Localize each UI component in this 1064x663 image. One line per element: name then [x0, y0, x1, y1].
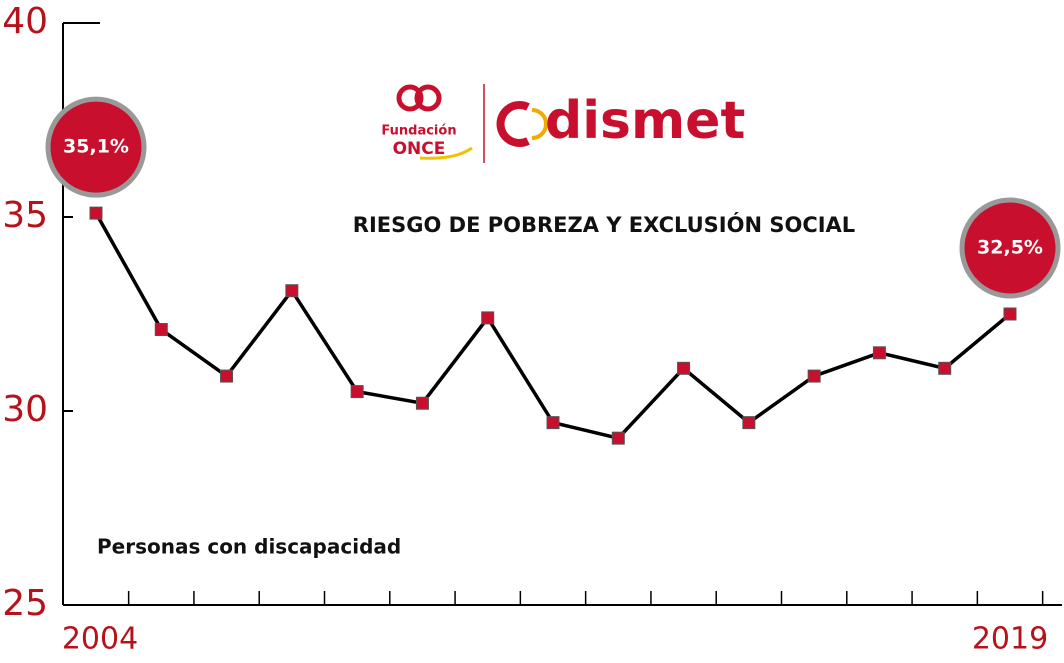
logo-swoosh: [419, 146, 473, 160]
marker: [89, 206, 103, 220]
logo-o-accent: [531, 108, 548, 140]
logo-text: ONCE: [393, 139, 446, 159]
x-tick-label: 2004: [62, 622, 138, 657]
marker: [350, 385, 364, 399]
logo-o: [496, 101, 530, 147]
chart-title: RIESGO DE POBREZA Y EXCLUSIÓN SOCIAL: [353, 212, 855, 237]
marker: [1003, 307, 1017, 321]
logo-ring: [396, 84, 424, 112]
marker: [415, 396, 429, 410]
marker: [872, 346, 886, 360]
marker: [742, 416, 756, 430]
marker: [938, 361, 952, 375]
value-bubble: [45, 96, 147, 198]
marker: [677, 361, 691, 375]
series-label: Personas con discapacidad: [97, 535, 401, 559]
marker: [220, 369, 234, 383]
marker: [481, 311, 495, 325]
marker: [285, 284, 299, 298]
value-bubble: [959, 197, 1061, 299]
marker: [807, 369, 821, 383]
x-tick-label: 2019: [972, 622, 1048, 657]
y-tick-label: 35: [2, 195, 48, 236]
logo: [396, 84, 548, 163]
y-tick-label: 25: [2, 583, 48, 624]
y-tick-label: 40: [2, 1, 48, 42]
logo-text: Fundación: [381, 124, 456, 139]
logo-ring: [414, 84, 442, 112]
marker: [611, 431, 625, 445]
value-label: 32,5%: [977, 237, 1043, 259]
marker: [154, 323, 168, 337]
y-tick-label: 30: [2, 389, 48, 430]
line: [94, 212, 1012, 441]
logo-brand: dismet: [545, 91, 745, 151]
value-label: 35,1%: [63, 136, 129, 158]
marker: [546, 416, 560, 430]
